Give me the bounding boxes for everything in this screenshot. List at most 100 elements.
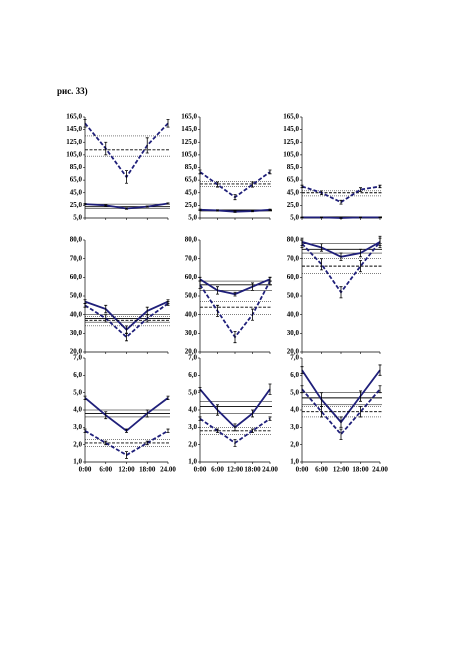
y-tick-label: 30,0	[70, 329, 83, 337]
error-bar	[339, 217, 343, 219]
error-bar	[145, 205, 149, 208]
error-bar	[198, 387, 202, 392]
error-bar	[378, 385, 382, 394]
x-tick-label: 0:00	[296, 466, 309, 474]
error-bar	[104, 314, 108, 323]
error-bar	[166, 202, 170, 205]
y-tick-label: 5,0	[290, 388, 299, 396]
y-tick-label: 125,0	[283, 138, 299, 146]
y-tick-label: 25,0	[287, 201, 300, 209]
error-bar	[198, 416, 202, 421]
x-tick-label: 6:00	[211, 466, 224, 474]
error-bar	[339, 428, 343, 440]
error-bar	[251, 181, 254, 188]
error-bar	[104, 304, 108, 314]
y-tick-label: 60,0	[287, 273, 300, 281]
error-bar	[300, 184, 304, 189]
x-tick-label: 12:00	[227, 466, 244, 474]
error-bar	[198, 169, 202, 175]
error-bar	[359, 390, 362, 402]
error-bar	[216, 286, 219, 295]
error-bar	[251, 210, 254, 213]
error-bar	[145, 314, 149, 323]
y-tick-label: 2,0	[188, 440, 197, 448]
y-tick-label: 1,0	[290, 458, 299, 466]
y-tick-label: 70,0	[287, 254, 300, 262]
error-bar	[251, 282, 254, 291]
x-tick-label: 24.00	[160, 466, 176, 474]
y-tick-label: 40,0	[287, 310, 300, 318]
x-tick-label: 0:00	[194, 466, 207, 474]
error-bar	[104, 440, 108, 446]
error-bar	[125, 170, 128, 184]
y-tick-label: 40,0	[70, 310, 83, 318]
y-tick-label: 5,0	[290, 214, 299, 222]
y-tick-label: 2,0	[290, 440, 299, 448]
y-tick-label: 5,0	[73, 214, 82, 222]
error-bar	[145, 440, 149, 446]
error-bar	[320, 216, 323, 219]
y-tick-label: 2,0	[73, 440, 82, 448]
y-tick-label: 6,0	[188, 371, 197, 379]
error-bar	[359, 406, 362, 418]
y-tick-label: 6,0	[290, 371, 299, 379]
y-tick-label: 50,0	[287, 292, 300, 300]
y-tick-label: 1,0	[188, 458, 197, 466]
error-bar	[359, 248, 362, 258]
error-bar	[233, 194, 237, 201]
error-bar	[300, 216, 304, 219]
y-tick-label: 80,0	[70, 236, 83, 244]
y-tick-label: 105,0	[181, 150, 197, 158]
y-tick-label: 105,0	[66, 150, 82, 158]
y-tick-label: 70,0	[185, 254, 198, 262]
error-bar	[300, 366, 304, 374]
y-tick-label: 45,0	[70, 188, 83, 196]
y-tick-label: 7,0	[73, 354, 82, 362]
x-tick-label: 24.00	[262, 466, 278, 474]
error-bar	[83, 428, 87, 433]
y-tick-label: 5,0	[188, 388, 197, 396]
error-bar	[359, 187, 362, 192]
caption: рис. 33)	[57, 86, 88, 96]
y-tick-label: 7,0	[290, 354, 299, 362]
error-bar	[104, 141, 108, 156]
x-tick-label: 6:00	[99, 466, 112, 474]
y-tick-label: 65,0	[185, 176, 198, 184]
error-bar	[166, 119, 170, 128]
x-tick-label: 0:00	[79, 466, 92, 474]
y-tick-label: 3,0	[290, 423, 299, 431]
error-bar	[216, 209, 219, 212]
y-tick-label: 4,0	[188, 406, 197, 414]
error-bar	[359, 260, 362, 273]
x-tick-label: 18:00	[244, 466, 261, 474]
error-bar	[83, 303, 87, 308]
y-tick-label: 85,0	[185, 163, 198, 171]
error-bar	[268, 169, 272, 175]
y-tick-label: 5,0	[73, 388, 82, 396]
error-bar	[125, 207, 128, 210]
y-tick-label: 3,0	[188, 423, 197, 431]
y-tick-label: 40,0	[185, 310, 198, 318]
error-bar	[339, 286, 343, 299]
error-bar	[83, 203, 87, 206]
error-bar	[378, 216, 382, 219]
y-tick-label: 3,0	[73, 423, 82, 431]
error-bar	[378, 364, 382, 376]
error-bar	[320, 258, 323, 271]
x-tick-label: 12:00	[118, 466, 135, 474]
y-tick-label: 145,0	[181, 125, 197, 133]
error-bar	[216, 428, 219, 433]
error-bar	[166, 301, 170, 306]
y-tick-label: 65,0	[70, 176, 83, 184]
error-bar	[104, 411, 108, 420]
y-tick-label: 85,0	[70, 163, 83, 171]
error-bar	[378, 237, 382, 246]
y-tick-label: 145,0	[66, 125, 82, 133]
y-tick-label: 20,0	[70, 348, 83, 356]
error-bar	[198, 280, 202, 289]
error-bar	[268, 276, 272, 286]
y-tick-label: 25,0	[185, 201, 198, 209]
y-tick-label: 145,0	[283, 125, 299, 133]
